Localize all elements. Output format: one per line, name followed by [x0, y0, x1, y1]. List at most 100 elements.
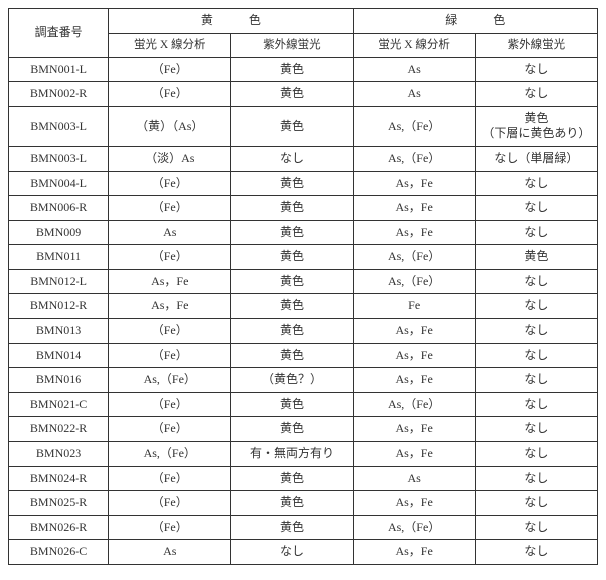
cell-yellow-uv: 黄色: [231, 319, 353, 344]
cell-green-xrf: As,（Fe）: [353, 106, 475, 146]
cell-green-xrf: As: [353, 57, 475, 82]
table-row: BMN021-C（Fe）黄色As,（Fe）なし: [9, 392, 598, 417]
cell-green-xrf: As,（Fe）: [353, 245, 475, 270]
header-yellow-uv: 紫外線蛍光: [231, 33, 353, 57]
table-row: BMN004-L（Fe）黄色As，Feなし: [9, 171, 598, 196]
cell-yellow-xrf: As，Fe: [109, 294, 231, 319]
cell-id: BMN021-C: [9, 392, 109, 417]
cell-yellow-uv: 黄色: [231, 269, 353, 294]
cell-yellow-xrf: As: [109, 540, 231, 565]
table-row: BMN014（Fe）黄色As，Feなし: [9, 343, 598, 368]
cell-green-uv: 黄色（下層に黄色あり）: [475, 106, 597, 146]
table-head: 調査番号 黄 色 緑 色 蛍光 X 線分析 紫外線蛍光 蛍光 X 線分析 紫外線…: [9, 9, 598, 58]
cell-green-xrf: As，Fe: [353, 319, 475, 344]
cell-yellow-xrf: （Fe）: [109, 392, 231, 417]
header-group-yellow: 黄 色: [109, 9, 353, 34]
cell-green-xrf: As,（Fe）: [353, 269, 475, 294]
cell-green-xrf: As，Fe: [353, 540, 475, 565]
table-row: BMN026-R（Fe）黄色As,（Fe）なし: [9, 515, 598, 540]
cell-green-uv: なし: [475, 319, 597, 344]
cell-yellow-xrf: As: [109, 220, 231, 245]
cell-green-xrf: As: [353, 466, 475, 491]
cell-yellow-uv: 黄色: [231, 171, 353, 196]
cell-green-uv: 黄色: [475, 245, 597, 270]
cell-green-uv: なし: [475, 466, 597, 491]
table-row: BMN025-R（Fe）黄色As，Feなし: [9, 491, 598, 516]
table-body: BMN001-L（Fe）黄色AsなしBMN002-R（Fe）黄色AsなしBMN0…: [9, 57, 598, 564]
cell-yellow-xrf: （Fe）: [109, 491, 231, 516]
cell-yellow-uv: 黄色: [231, 57, 353, 82]
cell-id: BMN011: [9, 245, 109, 270]
table-row: BMN001-L（Fe）黄色Asなし: [9, 57, 598, 82]
cell-yellow-xrf: （Fe）: [109, 343, 231, 368]
cell-id: BMN014: [9, 343, 109, 368]
cell-id: BMN002-R: [9, 82, 109, 107]
cell-id: BMN026-C: [9, 540, 109, 565]
cell-yellow-xrf: （Fe）: [109, 82, 231, 107]
cell-id: BMN009: [9, 220, 109, 245]
cell-green-uv: なし: [475, 171, 597, 196]
cell-green-xrf: As，Fe: [353, 491, 475, 516]
cell-id: BMN024-R: [9, 466, 109, 491]
cell-green-uv: なし: [475, 220, 597, 245]
cell-id: BMN001-L: [9, 57, 109, 82]
cell-green-xrf: As，Fe: [353, 368, 475, 393]
table-row: BMN026-CAsなしAs，Feなし: [9, 540, 598, 565]
cell-yellow-uv: 黄色: [231, 294, 353, 319]
cell-green-uv: なし: [475, 392, 597, 417]
cell-green-xrf: As: [353, 82, 475, 107]
table-row: BMN012-LAs，Fe黄色As,（Fe）なし: [9, 269, 598, 294]
cell-green-xrf: As，Fe: [353, 196, 475, 221]
cell-green-uv: なし: [475, 442, 597, 467]
cell-yellow-uv: （黄色？）: [231, 368, 353, 393]
cell-green-uv: なし: [475, 196, 597, 221]
cell-id: BMN023: [9, 442, 109, 467]
cell-id: BMN026-R: [9, 515, 109, 540]
cell-green-xrf: As，Fe: [353, 417, 475, 442]
cell-green-uv: なし: [475, 417, 597, 442]
cell-id: BMN025-R: [9, 491, 109, 516]
cell-yellow-xrf: As,（Fe）: [109, 368, 231, 393]
table-row: BMN022-R（Fe）黄色As，Feなし: [9, 417, 598, 442]
cell-green-xrf: As,（Fe）: [353, 392, 475, 417]
table-row: BMN003-L（黄）（As）黄色As,（Fe）黄色（下層に黄色あり）: [9, 106, 598, 146]
cell-yellow-xrf: （Fe）: [109, 515, 231, 540]
cell-yellow-uv: 黄色: [231, 417, 353, 442]
cell-id: BMN012-R: [9, 294, 109, 319]
cell-id: BMN016: [9, 368, 109, 393]
header-yellow-xrf: 蛍光 X 線分析: [109, 33, 231, 57]
cell-id: BMN003-L: [9, 146, 109, 171]
cell-green-uv: なし: [475, 82, 597, 107]
table-row: BMN006-R（Fe）黄色As，Feなし: [9, 196, 598, 221]
cell-yellow-uv: 黄色: [231, 220, 353, 245]
cell-id: BMN003-L: [9, 106, 109, 146]
cell-yellow-uv: なし: [231, 540, 353, 565]
header-green-uv: 紫外線蛍光: [475, 33, 597, 57]
cell-green-uv: なし: [475, 491, 597, 516]
table-row: BMN016As,（Fe）（黄色？）As，Feなし: [9, 368, 598, 393]
cell-id: BMN013: [9, 319, 109, 344]
cell-yellow-xrf: （Fe）: [109, 319, 231, 344]
cell-green-uv: なし（単層緑）: [475, 146, 597, 171]
cell-yellow-xrf: （Fe）: [109, 57, 231, 82]
cell-green-xrf: As，Fe: [353, 171, 475, 196]
header-id: 調査番号: [9, 9, 109, 58]
cell-green-uv: なし: [475, 57, 597, 82]
cell-id: BMN006-R: [9, 196, 109, 221]
table-row: BMN012-RAs，Fe黄色Feなし: [9, 294, 598, 319]
cell-yellow-uv: 黄色: [231, 515, 353, 540]
cell-green-xrf: As，Fe: [353, 220, 475, 245]
header-group-green: 緑 色: [353, 9, 597, 34]
table-row: BMN003-L（淡）AsなしAs,（Fe）なし（単層緑）: [9, 146, 598, 171]
table-row: BMN011（Fe）黄色As,（Fe）黄色: [9, 245, 598, 270]
cell-yellow-uv: 黄色: [231, 491, 353, 516]
header-green-xrf: 蛍光 X 線分析: [353, 33, 475, 57]
cell-yellow-xrf: As，Fe: [109, 269, 231, 294]
cell-id: BMN022-R: [9, 417, 109, 442]
cell-id: BMN012-L: [9, 269, 109, 294]
table-row: BMN013（Fe）黄色As，Feなし: [9, 319, 598, 344]
cell-green-uv: なし: [475, 294, 597, 319]
cell-id: BMN004-L: [9, 171, 109, 196]
cell-yellow-xrf: （Fe）: [109, 171, 231, 196]
cell-yellow-xrf: （Fe）: [109, 417, 231, 442]
